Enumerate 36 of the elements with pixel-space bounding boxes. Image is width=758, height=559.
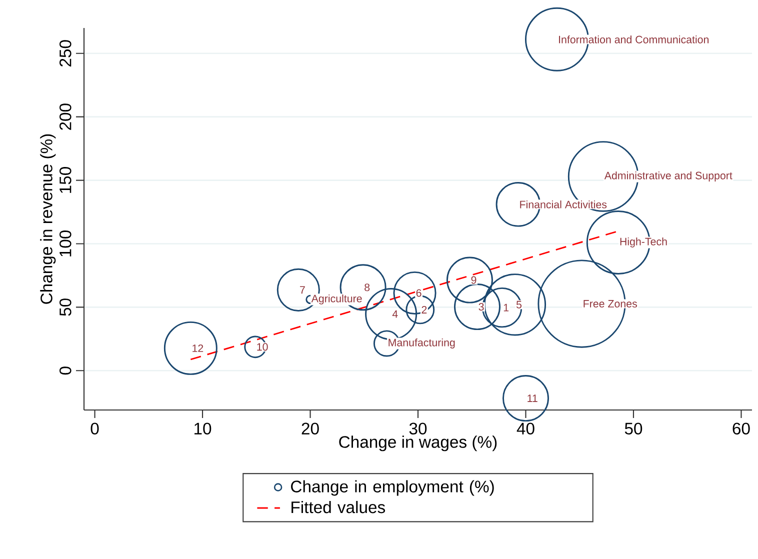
annotation: High-Tech xyxy=(620,237,667,248)
x-tick-label: 50 xyxy=(624,422,642,434)
annotation: Free Zones xyxy=(584,300,637,308)
annotation: 5 xyxy=(516,300,522,308)
x-tick-label: 0 xyxy=(90,422,99,434)
x-tick-label: 30 xyxy=(409,422,427,434)
x-tick-label: 60 xyxy=(732,422,750,434)
legend-label: Fitted values xyxy=(292,500,385,514)
y-tick-label: 250 xyxy=(60,40,72,66)
annotation: 9 xyxy=(471,276,476,284)
annotation: Information and Communication xyxy=(559,35,709,44)
annotation: 2 xyxy=(422,306,427,314)
x-tick-label: 10 xyxy=(194,422,212,434)
annotation: 10 xyxy=(257,343,268,351)
annotation: 7 xyxy=(300,286,305,294)
annotation: 12 xyxy=(192,344,204,352)
annotation: 4 xyxy=(392,310,398,318)
x-tick-label: 40 xyxy=(516,422,534,434)
legend-label: Change in employment (%) xyxy=(291,480,494,496)
annotation: Manufacturing xyxy=(388,338,455,348)
y-tick-label: 200 xyxy=(60,104,72,130)
annotation: 3 xyxy=(478,303,484,311)
annotation: 8 xyxy=(364,284,370,292)
y-tick-label: 0 xyxy=(60,366,72,375)
y-tick-label: 150 xyxy=(60,167,72,193)
y-tick-label: 100 xyxy=(60,230,72,256)
annotation: Agriculture xyxy=(311,294,362,304)
x-axis-title: Change in wages (%) xyxy=(339,436,497,452)
annotation: 1 xyxy=(504,304,509,312)
annotation: Administrative and Support xyxy=(604,171,732,182)
annotation: 11 xyxy=(528,394,538,402)
x-tick-label: 20 xyxy=(302,422,319,434)
annotation: Financial Activities xyxy=(520,200,607,208)
annotation: 6 xyxy=(416,289,422,297)
y-tick-label: 50 xyxy=(60,298,72,316)
y-axis-title: Change in revenue (%) xyxy=(40,134,56,304)
